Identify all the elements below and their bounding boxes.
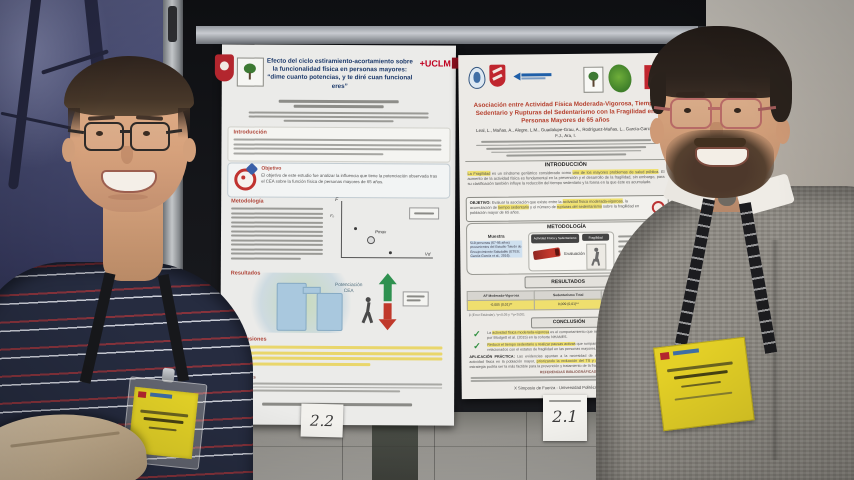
check-icon: ✓: [473, 340, 481, 351]
authors-line: [278, 99, 399, 103]
plot-legend-box: [409, 207, 440, 220]
left-person-eye: [143, 131, 150, 136]
poster-number-label-left: 2.2: [300, 403, 344, 438]
potenciacion-label: Potenciación CEA: [321, 283, 377, 296]
left-person-hair: [64, 56, 194, 116]
potenciacion-line1: Potenciación: [334, 282, 363, 289]
right-person-cardigan: [596, 186, 854, 480]
glasses: [67, 120, 183, 152]
down-arrow-red: [378, 303, 397, 331]
right-person-ear: [776, 118, 790, 144]
plot-y-axis: [340, 201, 343, 258]
data-point: [388, 251, 392, 255]
plot-y-label: F: [335, 196, 339, 204]
floor-grout: [526, 412, 527, 480]
ciber-logo: [513, 71, 553, 81]
right-person-ear: [650, 118, 664, 144]
left-person-eye: [96, 131, 103, 136]
right-person-eye: [684, 108, 691, 113]
authors-line: [293, 104, 384, 108]
table-value-cell: -0,005 (0,01)**: [466, 299, 536, 312]
uclm-logo: +UCLM: [419, 58, 451, 69]
label-print-line: [549, 400, 581, 402]
data-point-marker: [366, 236, 375, 245]
left-person-head: [62, 56, 198, 220]
floor-grout-horizontal: [164, 446, 708, 447]
left-person-nose: [121, 146, 133, 164]
check-icon: ✓: [473, 328, 481, 339]
door-frame-top: [196, 26, 708, 44]
right-person-head: [642, 26, 798, 202]
glasses: [653, 96, 778, 130]
right-person-hair-side: [770, 70, 792, 122]
pmax-label: Pmax: [375, 229, 387, 235]
poster-number-left: 2.2: [309, 411, 335, 430]
left-person-chin-shadow: [108, 194, 148, 200]
conference-badge: [653, 336, 755, 432]
walking-person-icon: [359, 297, 377, 327]
right-person-mustache: [694, 138, 746, 147]
left-person-ear: [183, 138, 196, 162]
door-handle: [168, 6, 177, 42]
red-shield-logo: [489, 64, 506, 87]
left-person: [0, 0, 280, 480]
plot-y-tick-label: F₀: [330, 212, 335, 218]
university-oval-crest-logo: [468, 66, 486, 90]
muestra-text: 519 personas (67-95 años) provenientes d…: [470, 240, 523, 259]
left-person-ear: [62, 138, 75, 162]
poster-number-right: 2.1: [552, 407, 578, 426]
plot-x-label: Vd: [424, 251, 431, 257]
muestra-label: Muestra: [487, 233, 505, 239]
left-person-smile: [101, 170, 157, 193]
right-person-hair-side: [650, 72, 666, 114]
floor-grout: [342, 412, 343, 480]
aplicacion-label: APLICACIÓN PRÁCTICA:: [469, 354, 515, 360]
poster-number-label-right: 2.1: [543, 395, 587, 441]
plot-x-axis: [340, 257, 433, 259]
results-stats-box: [402, 291, 429, 307]
right-person: [560, 0, 854, 480]
poster-title: Efecto del ciclo estiramiento-acortamien…: [266, 57, 413, 90]
up-arrow-green: [378, 273, 397, 303]
right-person-smile: [695, 147, 749, 167]
data-point: [354, 227, 358, 231]
objetivo-text: El objetivo de este estudio fue analizar…: [261, 172, 438, 184]
right-person-eye: [734, 108, 741, 113]
table-note: β (Error Estándar), *p<0,05 y **p<0,001: [468, 312, 525, 318]
floor-grout: [434, 412, 435, 480]
potenciacion-line2: CEA: [343, 289, 354, 295]
results-bar-2: [316, 292, 343, 332]
affiliation-line: [283, 119, 394, 123]
